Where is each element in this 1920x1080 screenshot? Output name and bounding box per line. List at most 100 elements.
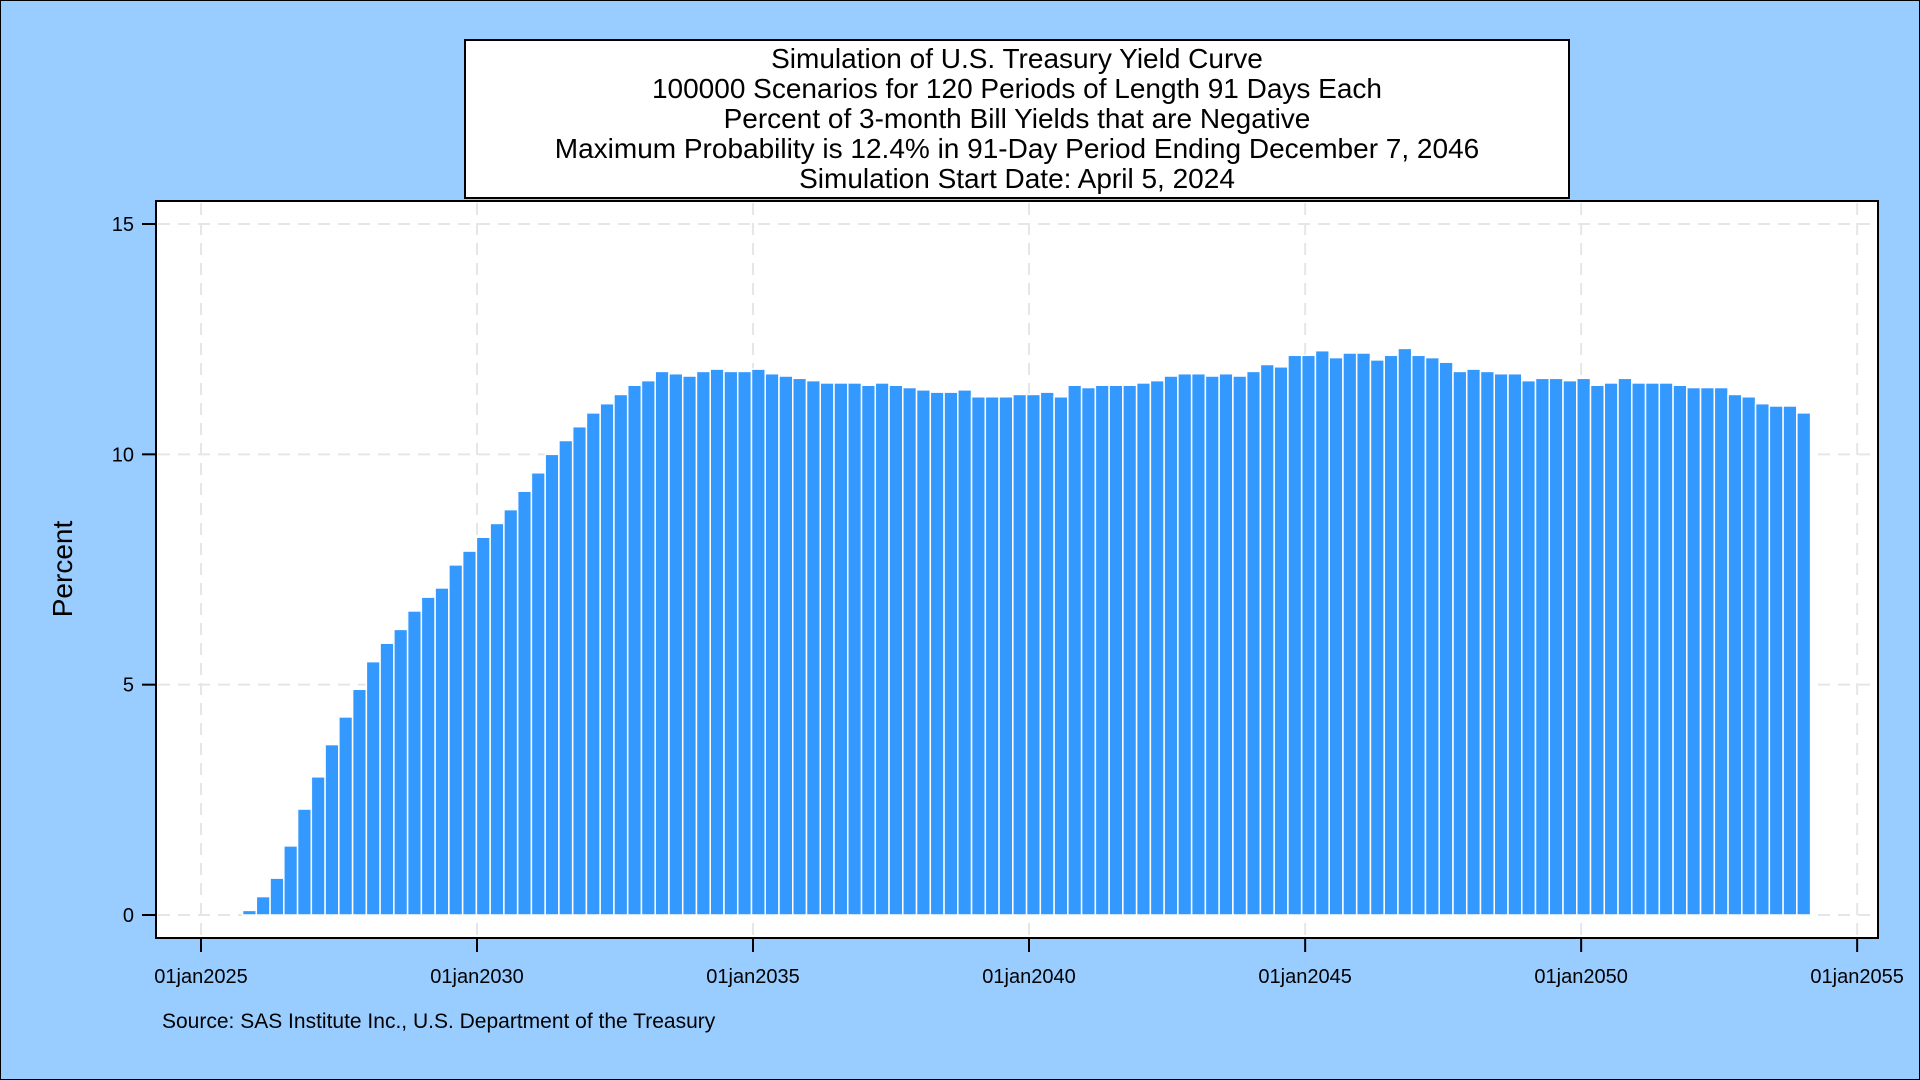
bar — [489, 522, 505, 916]
bar — [874, 382, 890, 916]
bar — [1025, 393, 1042, 916]
bar — [558, 439, 574, 916]
bar — [530, 472, 546, 916]
bar — [723, 370, 739, 916]
y-tick-label: 5 — [123, 675, 134, 697]
bar — [461, 550, 478, 916]
bar — [1314, 349, 1330, 916]
bar — [1397, 347, 1413, 916]
bar — [393, 628, 409, 916]
bar — [1342, 352, 1358, 916]
bar — [1149, 379, 1165, 916]
bar — [283, 845, 299, 916]
bar — [1727, 393, 1743, 916]
bar — [1796, 412, 1812, 916]
bar — [406, 610, 423, 916]
bar — [1644, 382, 1661, 916]
bar — [654, 370, 670, 916]
title-line-2: 100000 Scenarios for 120 Periods of Leng… — [651, 73, 1383, 104]
bar — [351, 688, 368, 916]
axes: 0 5 10 15 01jan2025 01jan2030 01jan2035 01jan20… — [112, 214, 1904, 988]
bar — [1080, 386, 1097, 916]
bar — [448, 564, 464, 916]
bar — [1108, 384, 1124, 916]
bar — [585, 412, 601, 916]
bar — [1424, 356, 1440, 916]
bar — [1576, 377, 1592, 916]
bar — [1232, 375, 1248, 916]
bar — [1328, 356, 1344, 916]
bar — [571, 425, 588, 916]
chart-title-box: Simulation of U.S. Treasury Yield Curve … — [464, 39, 1570, 199]
bar — [1410, 354, 1427, 916]
bar — [1039, 391, 1055, 916]
bar — [1603, 382, 1619, 916]
bar — [1259, 363, 1275, 916]
bar — [626, 384, 643, 916]
title-line-4: Maximum Probability is 12.4% in 91-Day P… — [554, 133, 1480, 164]
bar — [681, 375, 698, 916]
bar — [379, 642, 395, 916]
bar — [764, 372, 780, 916]
bar — [1383, 354, 1399, 916]
y-axis-label: Percent — [47, 521, 78, 618]
bar — [736, 370, 753, 916]
bar — [1493, 372, 1509, 916]
bar — [1012, 393, 1028, 916]
bar — [902, 386, 918, 916]
bar — [668, 372, 684, 916]
bar — [1658, 382, 1674, 916]
bar — [338, 716, 354, 916]
bar — [805, 379, 822, 916]
bar — [1067, 384, 1083, 916]
bar — [695, 370, 711, 916]
bar — [255, 895, 271, 916]
bar — [1589, 384, 1606, 916]
x-tick-label: 01jan2035 — [706, 966, 799, 988]
bar — [516, 490, 533, 916]
bar — [1369, 359, 1385, 916]
bar — [1507, 372, 1523, 916]
title-line-5: Simulation Start Date: April 5, 2024 — [799, 163, 1235, 194]
bar — [599, 402, 615, 916]
bar — [1562, 379, 1578, 916]
bar — [1768, 405, 1784, 916]
bar — [1617, 377, 1633, 916]
bar — [1273, 366, 1289, 916]
bar — [1479, 370, 1495, 916]
x-tick-label: 01jan2030 — [430, 966, 523, 988]
bar — [420, 596, 436, 916]
title-line-3: Percent of 3-month Bill Yields that are … — [723, 103, 1311, 134]
bar — [310, 776, 326, 916]
bar — [1245, 370, 1262, 916]
bar — [1686, 386, 1702, 916]
bar — [1699, 386, 1716, 916]
bar — [296, 808, 313, 916]
bar — [1534, 377, 1551, 916]
bar — [269, 877, 285, 916]
bar — [1287, 354, 1303, 916]
bar — [929, 391, 945, 916]
bar — [1135, 382, 1152, 916]
x-tick-label: 01jan2045 — [1258, 966, 1351, 988]
bar — [324, 743, 340, 916]
bar — [778, 375, 794, 916]
bar — [1741, 396, 1757, 916]
bar — [1218, 372, 1234, 916]
bar — [1355, 352, 1372, 916]
bar — [998, 396, 1014, 916]
bar — [1548, 377, 1564, 916]
bar — [1465, 368, 1482, 916]
bar — [1053, 396, 1069, 916]
bar — [750, 368, 766, 916]
y-tick-label: 0 — [123, 905, 134, 927]
bar — [709, 368, 725, 916]
bar — [860, 384, 877, 916]
bar — [1672, 384, 1688, 916]
bar — [888, 384, 904, 916]
source-note: Source: SAS Institute Inc., U.S. Departm… — [162, 1010, 716, 1033]
bar — [365, 660, 381, 916]
bar — [957, 389, 973, 916]
bar — [640, 379, 656, 916]
